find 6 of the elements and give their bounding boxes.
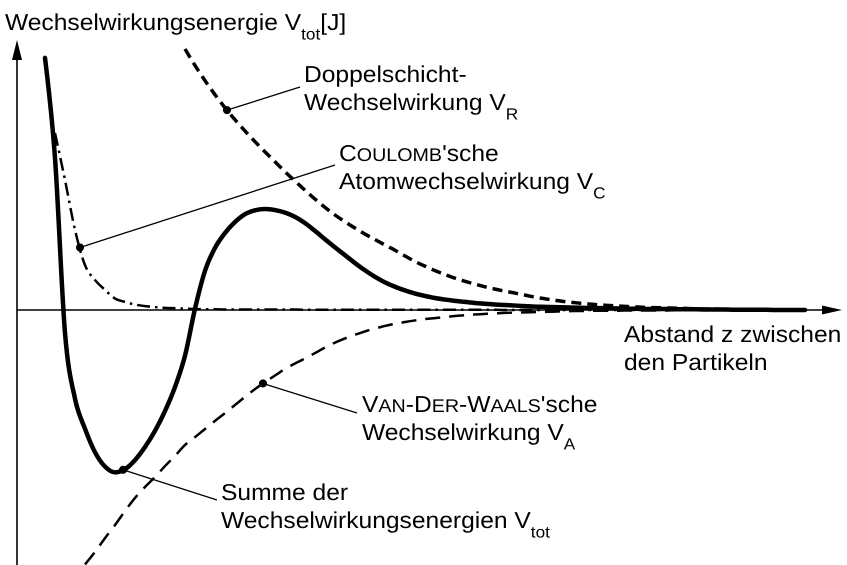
y-axis-title: Wechselwirkungsenergie V$_{tot}$[J] [5,10,346,44]
text: VAN-DER-WAALS'sche Wechselwirkung V$_{A}$ [362,392,598,454]
x-axis-title: Abstand z zwischen den Partikeln [624,322,842,376]
annotation: Summe der Wechselwirkungsenergien V$_{tot}$ [221,480,550,542]
annotation: Doppelschicht- Wechselwirkung V$_{R}$ [304,62,518,124]
annotation: COULOMB'sche Atomwechselwirkung V$_{C}$ [339,140,606,202]
